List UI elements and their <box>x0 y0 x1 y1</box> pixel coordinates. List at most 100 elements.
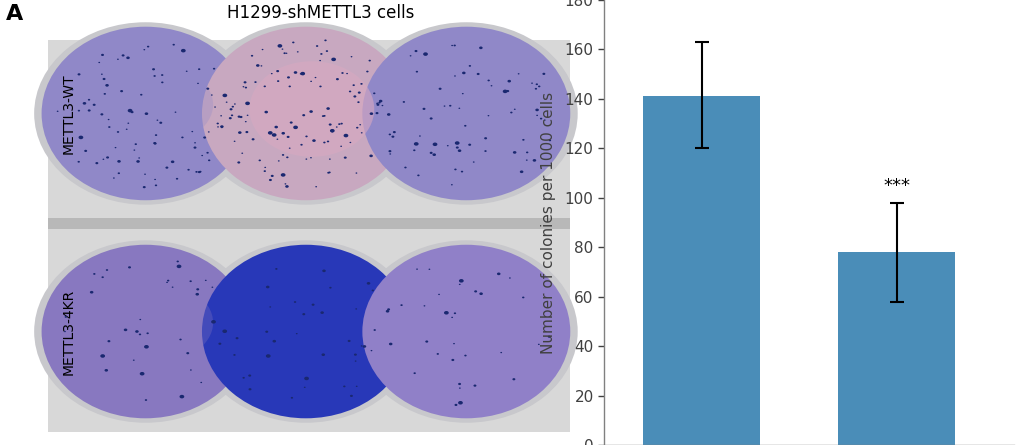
Ellipse shape <box>211 320 216 324</box>
Ellipse shape <box>294 301 296 303</box>
Ellipse shape <box>312 139 315 142</box>
Ellipse shape <box>416 71 418 73</box>
Ellipse shape <box>115 147 117 148</box>
Ellipse shape <box>387 308 390 311</box>
Ellipse shape <box>352 84 355 86</box>
Ellipse shape <box>473 162 474 163</box>
Ellipse shape <box>139 319 141 320</box>
Ellipse shape <box>321 312 324 314</box>
Ellipse shape <box>101 54 104 56</box>
Ellipse shape <box>532 159 537 162</box>
Ellipse shape <box>161 74 164 76</box>
Ellipse shape <box>459 284 461 285</box>
Ellipse shape <box>490 85 493 86</box>
Ellipse shape <box>509 277 511 279</box>
Ellipse shape <box>154 75 156 77</box>
Ellipse shape <box>109 126 111 128</box>
Ellipse shape <box>382 105 383 106</box>
Ellipse shape <box>374 329 376 331</box>
Ellipse shape <box>360 345 362 347</box>
Ellipse shape <box>353 95 356 97</box>
Ellipse shape <box>322 353 325 356</box>
Ellipse shape <box>222 93 227 97</box>
Ellipse shape <box>464 125 467 127</box>
Ellipse shape <box>520 170 523 173</box>
Ellipse shape <box>302 114 305 116</box>
Ellipse shape <box>212 287 213 288</box>
Ellipse shape <box>454 75 456 77</box>
Ellipse shape <box>459 388 461 389</box>
Ellipse shape <box>543 73 546 75</box>
Ellipse shape <box>105 84 109 87</box>
Ellipse shape <box>202 155 203 156</box>
Ellipse shape <box>438 294 440 295</box>
Ellipse shape <box>459 108 460 109</box>
Ellipse shape <box>196 293 199 295</box>
Ellipse shape <box>166 282 168 283</box>
Ellipse shape <box>289 148 291 149</box>
Ellipse shape <box>126 129 128 130</box>
Ellipse shape <box>167 280 169 282</box>
Ellipse shape <box>243 86 245 87</box>
Y-axis label: Number of colonies per 1000 cells: Number of colonies per 1000 cells <box>542 91 556 354</box>
Ellipse shape <box>469 65 471 67</box>
Ellipse shape <box>453 343 455 344</box>
Ellipse shape <box>360 132 362 134</box>
Ellipse shape <box>464 355 467 356</box>
Ellipse shape <box>414 372 416 374</box>
Ellipse shape <box>238 162 241 164</box>
Ellipse shape <box>477 73 479 75</box>
Ellipse shape <box>160 121 162 124</box>
Ellipse shape <box>548 336 551 338</box>
Ellipse shape <box>276 80 280 82</box>
Ellipse shape <box>305 158 307 160</box>
Ellipse shape <box>462 72 466 74</box>
Ellipse shape <box>135 330 138 333</box>
Ellipse shape <box>104 369 109 372</box>
Ellipse shape <box>78 279 213 366</box>
Ellipse shape <box>343 385 345 387</box>
Ellipse shape <box>84 150 87 152</box>
Ellipse shape <box>189 280 191 282</box>
Ellipse shape <box>324 115 326 117</box>
Ellipse shape <box>370 112 373 115</box>
Ellipse shape <box>131 111 133 113</box>
Ellipse shape <box>330 287 332 289</box>
Ellipse shape <box>191 131 194 132</box>
Ellipse shape <box>371 350 373 351</box>
Ellipse shape <box>389 343 392 345</box>
Ellipse shape <box>100 354 105 358</box>
Ellipse shape <box>88 99 90 101</box>
Ellipse shape <box>258 159 261 161</box>
Ellipse shape <box>278 160 280 162</box>
Ellipse shape <box>108 340 111 342</box>
Ellipse shape <box>208 159 210 161</box>
Ellipse shape <box>144 112 148 115</box>
Ellipse shape <box>207 152 209 154</box>
Ellipse shape <box>272 340 276 343</box>
Ellipse shape <box>95 162 98 164</box>
Ellipse shape <box>140 94 142 96</box>
Bar <box>643 97 760 445</box>
Ellipse shape <box>203 137 206 139</box>
Ellipse shape <box>236 337 239 339</box>
Ellipse shape <box>205 280 207 281</box>
Ellipse shape <box>166 166 168 169</box>
Ellipse shape <box>330 129 335 133</box>
Ellipse shape <box>344 134 348 138</box>
Ellipse shape <box>336 78 339 80</box>
Ellipse shape <box>328 172 330 174</box>
Ellipse shape <box>282 154 285 156</box>
Ellipse shape <box>216 123 219 125</box>
Ellipse shape <box>314 77 316 78</box>
Ellipse shape <box>108 119 110 120</box>
Ellipse shape <box>518 73 519 74</box>
Ellipse shape <box>535 88 538 89</box>
Ellipse shape <box>506 90 509 92</box>
Ellipse shape <box>133 360 135 361</box>
Ellipse shape <box>276 70 280 72</box>
Ellipse shape <box>350 395 353 397</box>
Ellipse shape <box>338 123 341 125</box>
Ellipse shape <box>102 78 105 80</box>
Ellipse shape <box>451 184 453 186</box>
